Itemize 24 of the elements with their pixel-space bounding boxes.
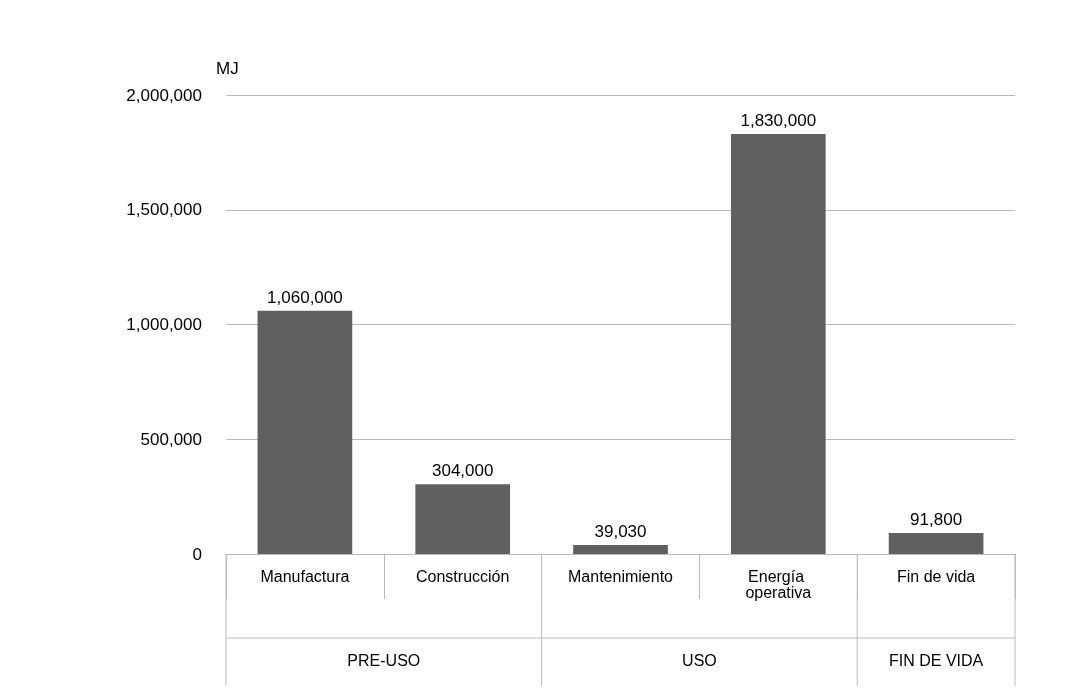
x-tick-label: Manufactura <box>260 567 350 585</box>
text: FIN DE VIDA <box>888 651 984 669</box>
bar <box>573 545 668 554</box>
bar <box>888 532 984 554</box>
data-label: 39,030 <box>594 522 647 542</box>
x-tick-label: Energía operativa <box>745 567 812 601</box>
x-tick-label: Mantenimiento <box>568 567 674 585</box>
y-tick-label: 0 <box>192 544 202 564</box>
y-tick-label: 1,500,000 <box>126 200 202 220</box>
data-label: 304,000 <box>431 461 494 481</box>
bar <box>257 310 353 554</box>
bar <box>730 134 826 554</box>
y-axis-title: MJ <box>216 59 239 78</box>
y-tick-label: 2,000,000 <box>126 85 202 105</box>
data-label: 1,830,000 <box>740 111 817 131</box>
data-label: 91,800 <box>910 509 963 529</box>
text: PRE-USO <box>347 651 421 669</box>
y-tick-label: 500,000 <box>140 429 202 449</box>
bar <box>415 484 511 554</box>
x-tick-label: Construcción <box>416 567 510 585</box>
text: USO <box>682 651 717 669</box>
y-tick-label: 1,000,000 <box>126 315 202 334</box>
x-tick-label: Fin de vida <box>896 567 976 585</box>
data-label: 1,060,000 <box>267 287 343 307</box>
